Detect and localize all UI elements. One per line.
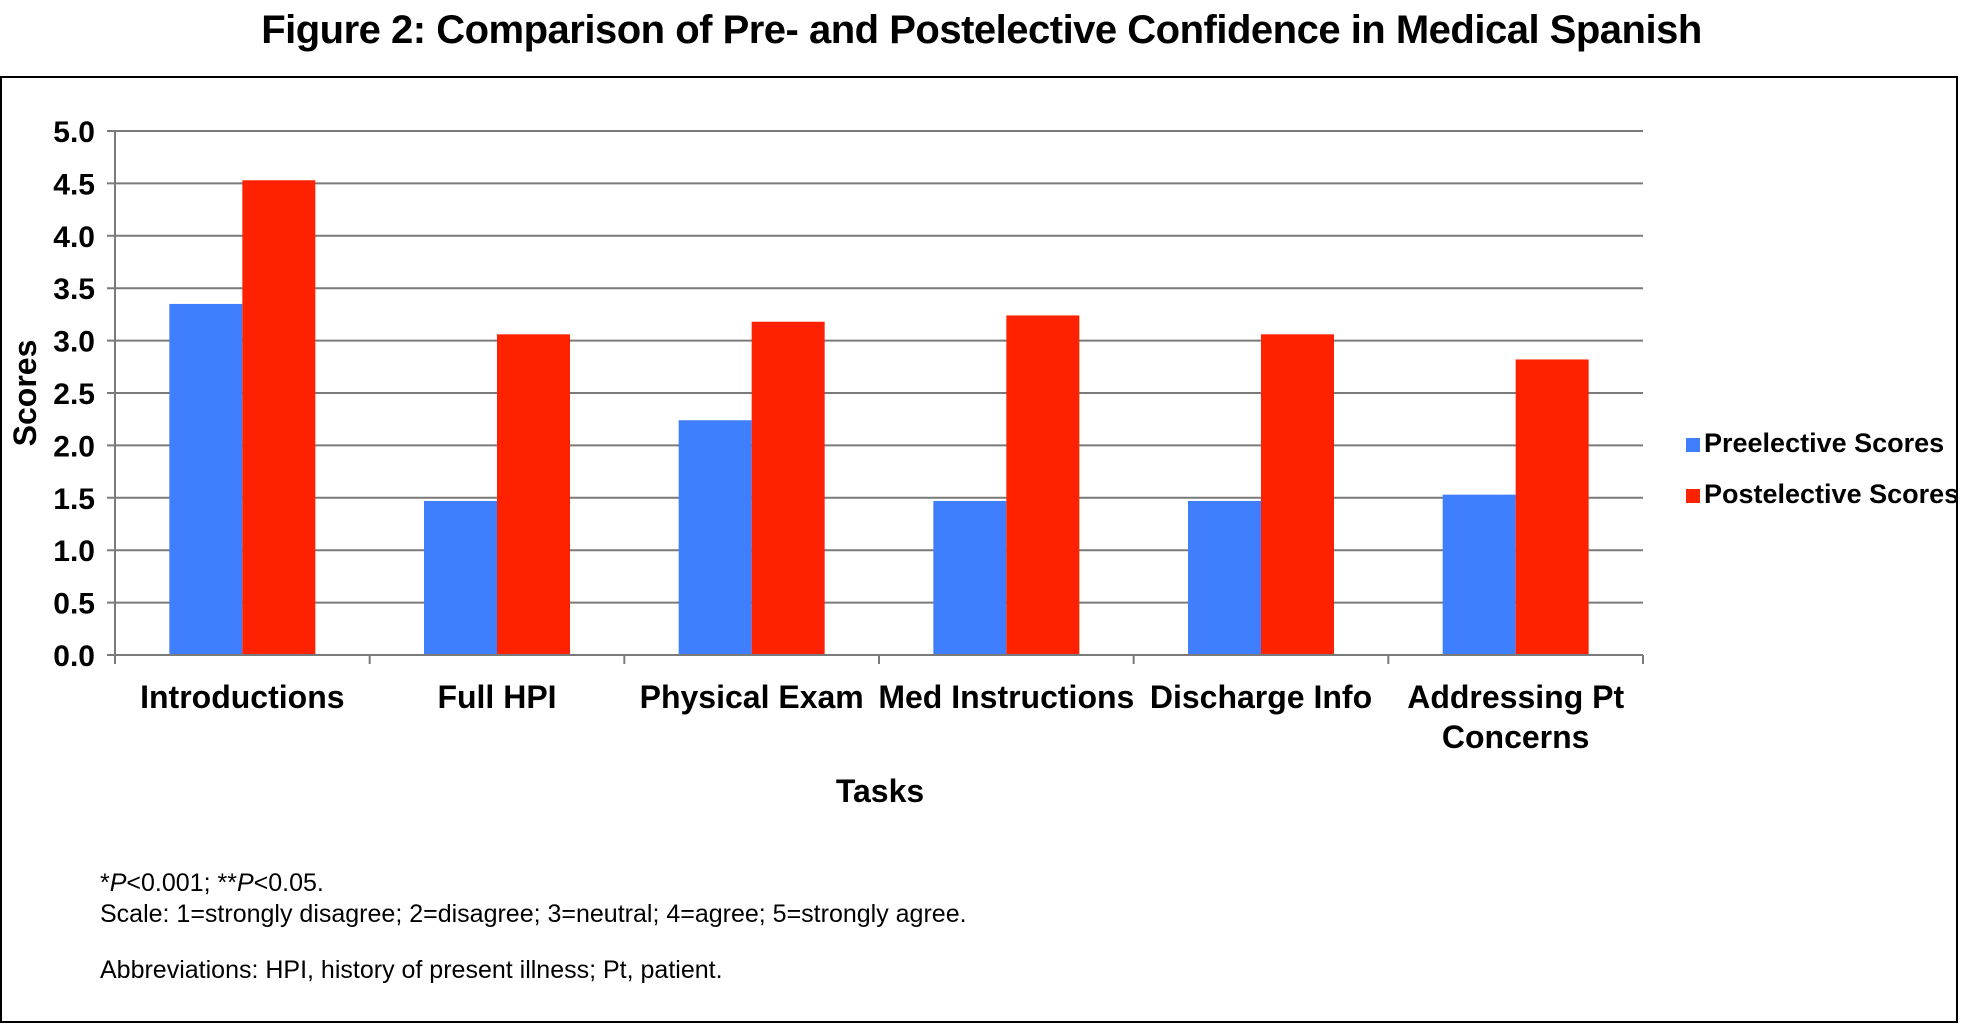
significance-note: *P<0.001; **P<0.05. xyxy=(100,869,324,897)
y-tick-label: 2.5 xyxy=(53,378,95,411)
category-label: Introductions xyxy=(140,679,344,715)
legend-swatch xyxy=(1686,489,1700,503)
bar-preelective xyxy=(1188,500,1261,655)
y-tick-label: 3.0 xyxy=(53,326,95,359)
category-labels: Introductions Full HPI Physical Exam Med In… xyxy=(140,679,1624,755)
category-label: Med Instructions xyxy=(878,679,1134,715)
x-axis-title: Tasks xyxy=(836,773,924,809)
y-tick-label: 2.0 xyxy=(53,430,95,463)
y-tick-label: 4.0 xyxy=(53,221,95,254)
y-axis-title: Scores xyxy=(7,340,43,447)
y-tick-label: 0.0 xyxy=(53,640,95,673)
bars xyxy=(169,180,1589,656)
y-tick-label: 1.0 xyxy=(53,535,95,568)
y-tick-label: 4.5 xyxy=(53,168,95,201)
gridlines xyxy=(107,130,1643,656)
bar-preelective xyxy=(169,303,243,655)
bar-postelective xyxy=(497,334,570,655)
y-tick-label: 0.5 xyxy=(53,588,95,621)
bar-preelective xyxy=(933,500,1007,655)
y-tick-label: 1.5 xyxy=(53,483,95,516)
bar-postelective xyxy=(751,321,825,655)
category-label: Full HPI xyxy=(437,679,556,715)
abbreviations-note: Abbreviations: HPI, history of present i… xyxy=(100,956,723,984)
bar-postelective xyxy=(1006,315,1080,655)
legend-label: Postelective Scores xyxy=(1704,479,1959,509)
y-tick-labels: 0.0 0.5 1.0 1.5 2.0 2.5 3.0 3.5 4.0 4.5 5.0 xyxy=(53,116,95,673)
category-label: Addressing Pt Concerns xyxy=(1407,679,1624,755)
y-tick-label: 5.0 xyxy=(53,116,95,149)
legend: Preelective Scores Postelective Scores xyxy=(1686,428,1959,509)
figure-notes: *P<0.001; **P<0.05. Scale: 1=strongly di… xyxy=(100,868,967,986)
legend-label: Preelective Scores xyxy=(1704,428,1944,458)
bar-preelective xyxy=(678,420,752,655)
bar-postelective xyxy=(242,180,316,656)
bar-postelective xyxy=(1261,334,1334,655)
bar-preelective xyxy=(424,500,497,655)
y-tick-label: 3.5 xyxy=(53,273,95,306)
legend-swatch xyxy=(1686,438,1700,452)
category-label: Physical Exam xyxy=(640,679,864,715)
category-label: Discharge Info xyxy=(1150,679,1372,715)
figure-title: Figure 2: Comparison of Pre- and Postele… xyxy=(261,8,1702,52)
bar-preelective xyxy=(1442,494,1516,655)
axes xyxy=(114,131,1644,664)
bar-postelective xyxy=(1515,359,1589,655)
figure-frame xyxy=(0,76,1958,1023)
scale-note: Scale: 1=strongly disagree; 2=disagree; … xyxy=(100,900,967,928)
